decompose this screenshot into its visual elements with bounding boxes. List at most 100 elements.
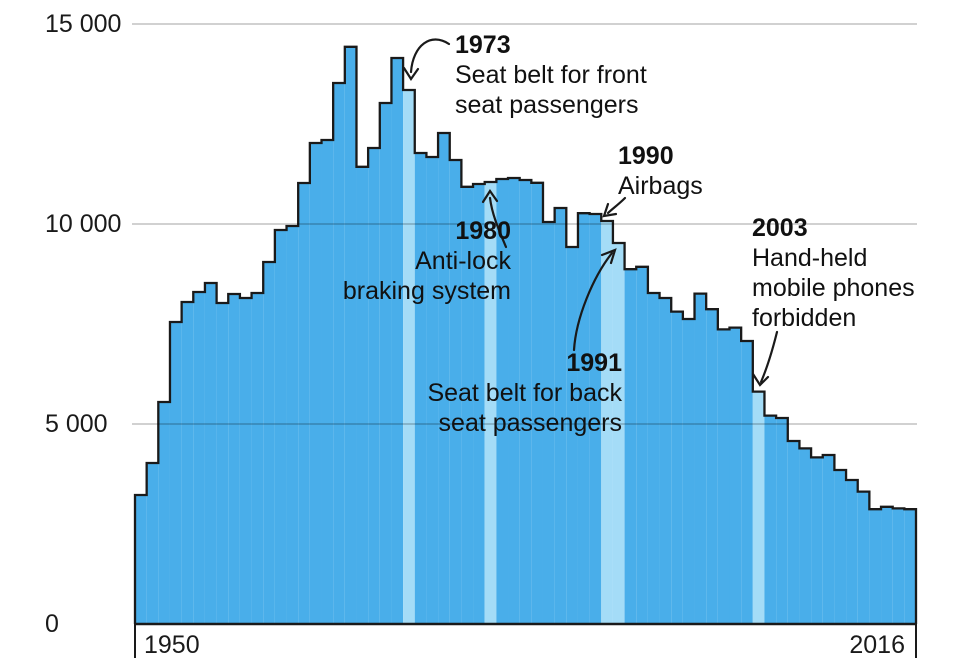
bar-1976 <box>438 133 450 624</box>
bar-1993 <box>636 266 648 624</box>
annotation-1980: 1980 Anti-lock braking system <box>311 216 511 306</box>
bar-1967 <box>333 83 345 624</box>
bar-1959 <box>239 298 252 624</box>
bar-2004 <box>764 415 777 624</box>
bar-1955 <box>193 292 205 624</box>
bar-1988 <box>577 213 590 624</box>
annotation-arrow-1973 <box>409 38 451 74</box>
x-tick-label-2016: 2016 <box>849 631 905 659</box>
bar-2000 <box>717 329 730 624</box>
bar-1995 <box>659 298 672 624</box>
annotation-line-1980-1: braking system <box>342 277 511 305</box>
bars-outline <box>133 45 918 624</box>
bar-1985 <box>542 222 555 624</box>
annotation-1973: 1973 Seat belt for front seat passengers <box>455 30 665 120</box>
bar-1975 <box>426 157 439 624</box>
bar-1990 <box>601 221 613 624</box>
bar-2003 <box>752 391 765 624</box>
annotation-year-2003: 2003 <box>752 214 808 242</box>
annotation-year-1980: 1980 <box>455 217 511 245</box>
annotation-arrowhead-1973 <box>402 66 420 81</box>
bar-2016 <box>904 509 916 624</box>
bar-2013 <box>869 509 882 624</box>
bar-1972 <box>391 58 404 624</box>
bar-1997 <box>682 319 695 624</box>
annotation-line-1991-1: seat passengers <box>438 409 622 437</box>
annotation-arrow-2003 <box>759 330 779 384</box>
bar-1964 <box>298 183 310 624</box>
annotation-year-1973: 1973 <box>455 31 511 59</box>
bar-1998 <box>694 293 707 624</box>
bar-1966 <box>321 140 334 624</box>
annotation-arrowhead-1990 <box>602 202 618 218</box>
annotation-line-1973-1: seat passengers <box>455 91 639 119</box>
bar-2015 <box>892 508 905 624</box>
x-tick-label-1950: 1950 <box>144 631 200 659</box>
annotation-line-1980-0: Anti-lock <box>415 247 511 275</box>
annotation-line-2003-1: mobile phones <box>752 274 915 302</box>
annotation-arrowhead-1980 <box>481 189 499 204</box>
bar-1983 <box>519 180 532 624</box>
annotation-arrow-1990 <box>606 196 627 215</box>
bar-2008 <box>811 457 823 624</box>
annotation-1991: 1991 Seat belt for back seat passengers <box>362 348 622 438</box>
bar-1968 <box>344 46 357 625</box>
annotation-arrow-1991 <box>572 251 614 352</box>
bar-1960 <box>251 293 264 624</box>
bar-1996 <box>671 311 683 624</box>
bar-1956 <box>204 283 217 624</box>
bar-1951 <box>146 463 159 624</box>
annotation-line-1973-0: Seat belt for front <box>455 61 647 89</box>
bar-2005 <box>776 418 788 624</box>
y-tick-label-15000: 15 000 <box>45 10 122 38</box>
y-tick-label-0: 0 <box>45 610 59 638</box>
bar-1954 <box>181 302 194 624</box>
annotation-line-2003-0: Hand-held <box>752 244 868 272</box>
bar-1971 <box>379 103 392 624</box>
y-tick-label-10000: 10 000 <box>45 210 122 238</box>
bar-1979 <box>473 184 485 624</box>
bar-1981 <box>496 179 509 624</box>
bar-2009 <box>822 455 835 624</box>
bar-1973 <box>403 90 415 624</box>
annotation-arrow-1980 <box>488 196 508 249</box>
bar-1952 <box>158 402 170 624</box>
bar-1974 <box>414 153 427 624</box>
annotation-line-1990-0: Airbags <box>618 172 703 200</box>
bar-1953 <box>169 322 182 624</box>
bar-1989 <box>589 214 602 624</box>
bar-2010 <box>834 470 847 624</box>
bar-1962 <box>274 230 287 624</box>
bar-2007 <box>799 448 812 624</box>
bar-1969 <box>356 166 369 625</box>
annotation-1990: 1990 Airbags <box>618 141 738 201</box>
bar-1991 <box>612 243 625 624</box>
bar-1950 <box>135 495 147 624</box>
bar-2012 <box>857 491 870 624</box>
bar-1987 <box>566 247 578 624</box>
bar-1958 <box>228 294 240 624</box>
annotation-arrowhead-2003 <box>751 372 770 387</box>
annotation-year-1991: 1991 <box>566 349 622 377</box>
bar-1999 <box>706 309 718 624</box>
bar-1963 <box>286 226 299 624</box>
y-tick-label-5000: 5 000 <box>45 410 108 438</box>
bar-1978 <box>461 186 474 625</box>
bar-2006 <box>787 441 800 624</box>
bar-1984 <box>531 182 543 625</box>
bar-2011 <box>846 480 858 624</box>
bar-1992 <box>624 269 637 624</box>
bar-1980 <box>484 182 497 624</box>
bar-2002 <box>741 341 753 624</box>
bar-2014 <box>881 506 893 624</box>
bar-1957 <box>216 303 229 624</box>
annotation-line-2003-2: forbidden <box>752 304 857 332</box>
annotation-year-1990: 1990 <box>618 142 674 170</box>
bar-1982 <box>508 178 520 624</box>
bar-1986 <box>554 208 567 624</box>
bar-1977 <box>449 160 462 624</box>
bar-1994 <box>647 293 660 624</box>
annotation-arrowhead-1991 <box>600 248 617 265</box>
